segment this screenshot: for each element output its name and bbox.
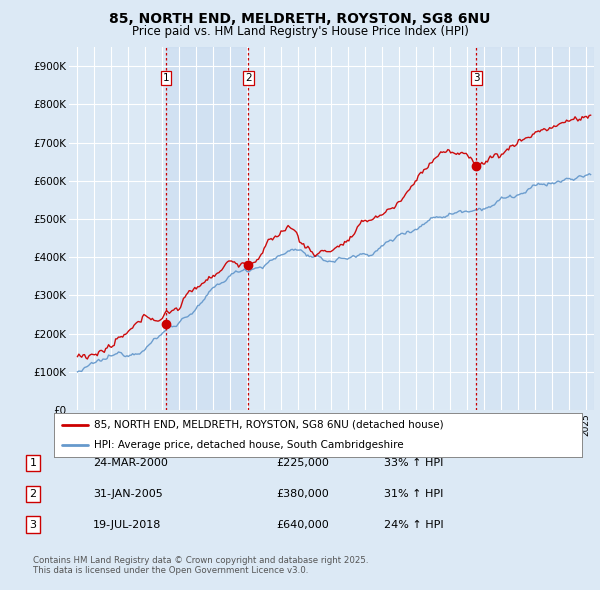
Text: £225,000: £225,000: [276, 458, 329, 468]
Text: 33% ↑ HPI: 33% ↑ HPI: [384, 458, 443, 468]
Text: 3: 3: [473, 73, 479, 83]
Text: 85, NORTH END, MELDRETH, ROYSTON, SG8 6NU: 85, NORTH END, MELDRETH, ROYSTON, SG8 6N…: [109, 12, 491, 26]
Bar: [476, 47, 594, 410]
Text: HPI: Average price, detached house, South Cambridgeshire: HPI: Average price, detached house, Sout…: [94, 440, 403, 450]
Text: Contains HM Land Registry data © Crown copyright and database right 2025.
This d: Contains HM Land Registry data © Crown c…: [33, 556, 368, 575]
Text: 1: 1: [163, 73, 169, 83]
Text: £640,000: £640,000: [276, 520, 329, 529]
Text: 19-JUL-2018: 19-JUL-2018: [93, 520, 161, 529]
Text: 24-MAR-2000: 24-MAR-2000: [93, 458, 168, 468]
Text: Price paid vs. HM Land Registry's House Price Index (HPI): Price paid vs. HM Land Registry's House …: [131, 25, 469, 38]
Text: 85, NORTH END, MELDRETH, ROYSTON, SG8 6NU (detached house): 85, NORTH END, MELDRETH, ROYSTON, SG8 6N…: [94, 420, 443, 430]
Text: 3: 3: [29, 520, 37, 529]
Text: 31-JAN-2005: 31-JAN-2005: [93, 489, 163, 499]
Text: 31% ↑ HPI: 31% ↑ HPI: [384, 489, 443, 499]
Text: 24% ↑ HPI: 24% ↑ HPI: [384, 520, 443, 529]
Text: 1: 1: [29, 458, 37, 468]
Bar: [166, 47, 248, 410]
Text: 2: 2: [245, 73, 251, 83]
Text: 2: 2: [29, 489, 37, 499]
Text: £380,000: £380,000: [276, 489, 329, 499]
